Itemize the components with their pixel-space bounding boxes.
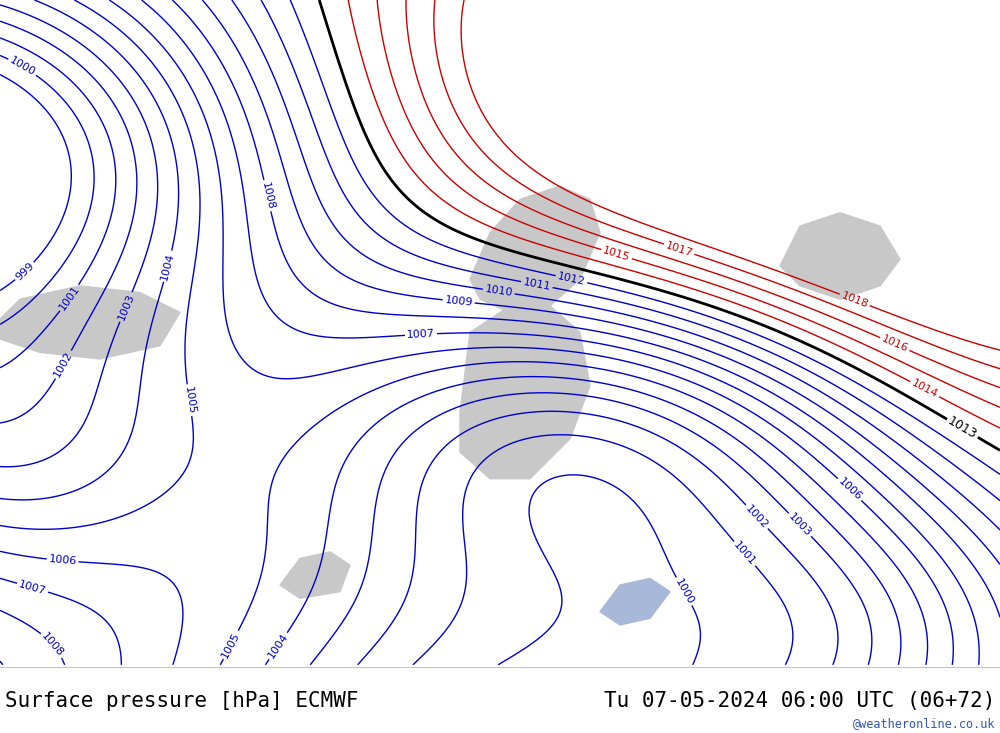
Text: 1018: 1018 [840, 290, 870, 309]
Text: 1006: 1006 [836, 476, 863, 503]
Text: 1002: 1002 [52, 350, 75, 380]
Text: 1013: 1013 [945, 415, 979, 442]
Text: 1004: 1004 [266, 632, 290, 660]
Text: 1008: 1008 [40, 631, 65, 659]
Text: 1015: 1015 [602, 246, 631, 263]
Polygon shape [780, 213, 900, 299]
Polygon shape [0, 286, 180, 359]
Text: 1000: 1000 [8, 56, 37, 78]
Text: 1014: 1014 [910, 378, 940, 400]
Text: 1008: 1008 [259, 181, 275, 210]
Polygon shape [470, 186, 600, 312]
Text: Tu 07-05-2024 06:00 UTC (06+72): Tu 07-05-2024 06:00 UTC (06+72) [604, 690, 995, 711]
Text: 1007: 1007 [407, 328, 435, 340]
Text: 1005: 1005 [220, 630, 242, 660]
Text: 999: 999 [14, 260, 36, 282]
Text: @weatheronline.co.uk: @weatheronline.co.uk [852, 717, 995, 729]
Polygon shape [280, 552, 350, 598]
Text: 1003: 1003 [787, 511, 813, 538]
Text: Surface pressure [hPa] ECMWF: Surface pressure [hPa] ECMWF [5, 690, 358, 711]
Text: 1003: 1003 [116, 292, 136, 322]
Text: 1002: 1002 [744, 503, 770, 531]
Text: 1005: 1005 [182, 386, 196, 415]
Polygon shape [600, 578, 670, 625]
Text: 1001: 1001 [732, 539, 758, 567]
Text: 1010: 1010 [484, 284, 513, 298]
Text: 1017: 1017 [664, 240, 694, 259]
Text: 1009: 1009 [444, 295, 473, 308]
Text: 1004: 1004 [160, 251, 176, 281]
Text: 1007: 1007 [18, 579, 47, 597]
Text: 1011: 1011 [522, 277, 552, 292]
Polygon shape [460, 306, 590, 479]
Text: 1001: 1001 [57, 284, 82, 312]
Text: 1006: 1006 [48, 554, 77, 567]
Text: 1000: 1000 [673, 577, 695, 606]
Text: 1012: 1012 [557, 271, 586, 287]
Text: 1016: 1016 [880, 334, 910, 354]
